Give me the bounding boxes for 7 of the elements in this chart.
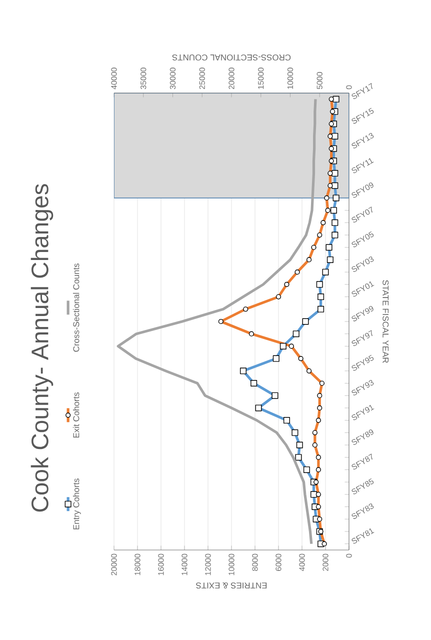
legend-label: Cross-Sectional Counts [72, 264, 80, 352]
x2-axis-title: CROSS-SECTIONAL COUNTS [172, 54, 291, 60]
legend-label: Exit Cohorts [72, 392, 80, 438]
x-axis-title: ENTRIES & EXITS [196, 582, 267, 589]
y-axis-title: STATE FISCAL YEAR [382, 280, 389, 363]
text: Cook County- Annual Changes [30, 184, 54, 512]
legend-label: Entry Cohorts [72, 478, 81, 530]
